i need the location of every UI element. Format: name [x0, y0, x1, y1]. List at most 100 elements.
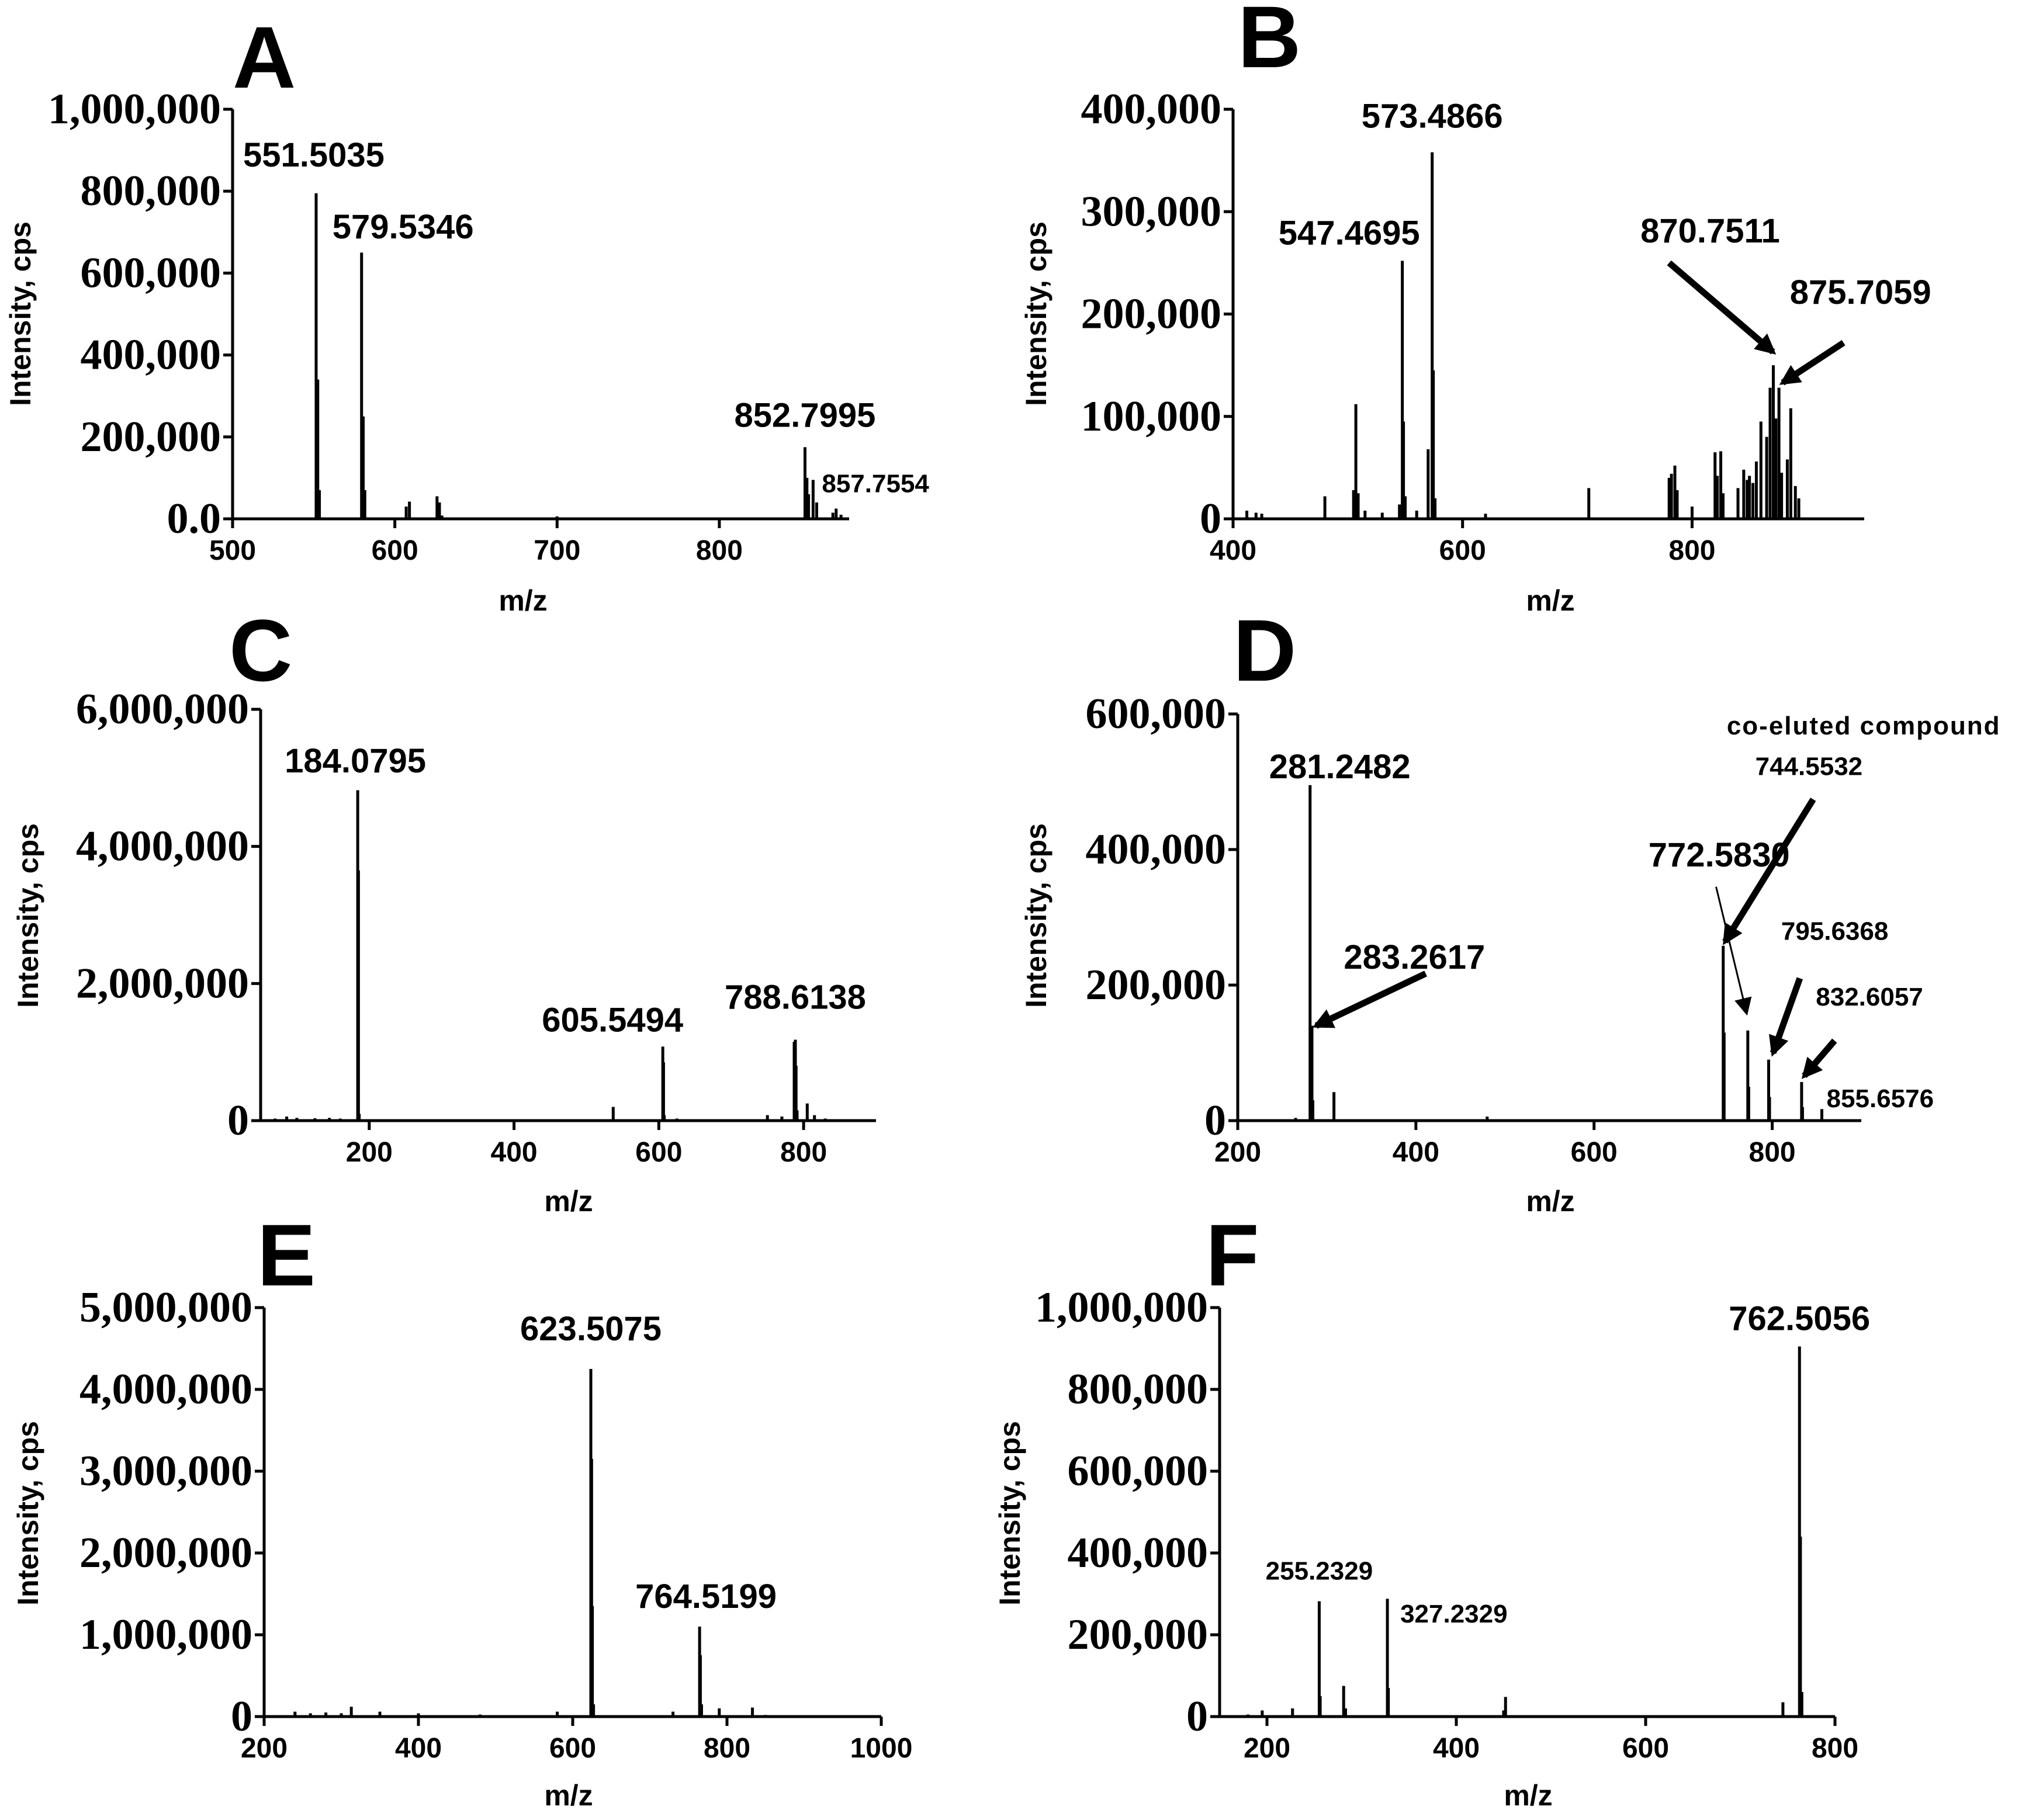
- y-tick-label: 200,000: [1086, 961, 1227, 1009]
- peak-label: 857.7554: [822, 469, 929, 498]
- panel-letter: A: [233, 8, 296, 106]
- x-axis-title: m/z: [1504, 1779, 1552, 1812]
- x-axis-title: m/z: [544, 1185, 593, 1218]
- peak-label: 788.6138: [725, 979, 866, 1017]
- panel-letter: D: [1233, 601, 1296, 699]
- y-tick-label: 0: [1204, 1097, 1226, 1145]
- peak-label: 579.5346: [333, 208, 474, 246]
- peak-label: 255.2329: [1266, 1557, 1373, 1586]
- y-tick-label: 600,000: [1068, 1447, 1209, 1495]
- y-axis-title: Intensity, cps: [12, 1421, 44, 1606]
- y-tick-label: 0: [231, 1693, 252, 1741]
- x-tick-label: 600: [1622, 1733, 1669, 1764]
- peak-label: 744.5532: [1756, 752, 1863, 781]
- peak-label: 764.5199: [635, 1578, 777, 1616]
- peak-label: 184.0795: [285, 742, 426, 780]
- y-axis-title: Intensity, cps: [4, 221, 37, 406]
- y-tick-label: 6,000,000: [76, 685, 249, 733]
- annotation-arrow-thin: [1715, 886, 1752, 1016]
- peak-label: 855.6576: [1827, 1084, 1934, 1113]
- x-tick-label: 800: [704, 1733, 750, 1764]
- peak-label: 762.5056: [1729, 1300, 1870, 1338]
- peak-label: 870.7511: [1640, 212, 1780, 250]
- coeluted-note: co-eluted compound: [1727, 712, 2001, 740]
- x-tick-label: 1000: [850, 1733, 913, 1764]
- x-tick-label: 600: [372, 535, 418, 566]
- peak-label: 795.6368: [1781, 917, 1889, 945]
- x-tick-label: 800: [696, 535, 743, 566]
- peak-label: 281.2482: [1269, 748, 1411, 786]
- x-tick-label: 400: [1393, 1137, 1439, 1168]
- y-tick-label: 600,000: [81, 249, 221, 297]
- x-axis-title: m/z: [544, 1779, 593, 1812]
- peak-label: 573.4866: [1362, 98, 1503, 136]
- peak-label: 605.5494: [542, 1001, 683, 1039]
- x-axis-title: m/z: [498, 584, 547, 617]
- x-tick-label: 800: [1812, 1733, 1858, 1764]
- y-tick-label: 1,000,000: [48, 85, 221, 133]
- annotation-arrow: [1779, 339, 1846, 386]
- y-axis-title: Intensity, cps: [1020, 221, 1052, 406]
- y-tick-label: 200,000: [81, 413, 221, 461]
- y-tick-label: 100,000: [1081, 393, 1222, 441]
- x-tick-label: 600: [549, 1733, 596, 1764]
- y-tick-label: 5,000,000: [79, 1284, 252, 1332]
- y-tick-label: 0: [1186, 1693, 1208, 1741]
- x-tick-label: 700: [534, 535, 580, 566]
- x-tick-label: 400: [1433, 1733, 1480, 1764]
- y-axis-title: Intensity, cps: [993, 1421, 1026, 1606]
- annotation-arrow: [1801, 1038, 1837, 1079]
- x-tick-label: 600: [1439, 535, 1486, 566]
- y-tick-label: 0: [1200, 495, 1221, 543]
- y-tick-label: 600,000: [1086, 690, 1227, 738]
- x-axis-title: m/z: [1526, 584, 1574, 617]
- peak-label: 547.4695: [1279, 214, 1420, 252]
- y-tick-label: 2,000,000: [79, 1529, 252, 1577]
- x-tick-label: 400: [1210, 535, 1256, 566]
- peak-label: 551.5035: [243, 136, 385, 174]
- y-tick-label: 800,000: [1068, 1365, 1209, 1413]
- y-tick-label: 4,000,000: [76, 823, 249, 871]
- panel-letter: E: [257, 1206, 316, 1304]
- panel-a: A 0.0 200,000 400,000 600,000 800,000 1,000,00…: [4, 8, 929, 617]
- peak-label: 327.2329: [1400, 1600, 1508, 1628]
- y-tick-label: 300,000: [1081, 188, 1222, 235]
- peak-label: 283.2617: [1344, 938, 1485, 976]
- y-tick-label: 4,000,000: [79, 1365, 252, 1413]
- y-tick-label: 2,000,000: [76, 959, 249, 1007]
- peak-label: 852.7995: [735, 396, 876, 434]
- panel-letter: B: [1238, 0, 1301, 86]
- x-tick-label: 600: [635, 1137, 682, 1168]
- y-tick-label: 400,000: [1086, 826, 1227, 873]
- panel-letter: C: [229, 601, 292, 699]
- x-tick-label: 800: [780, 1137, 827, 1168]
- x-axis-title: m/z: [1526, 1185, 1574, 1218]
- x-tick-label: 800: [1668, 535, 1715, 566]
- y-tick-label: 400,000: [81, 331, 221, 379]
- x-tick-label: 600: [1571, 1137, 1618, 1168]
- y-tick-label: 0: [227, 1097, 249, 1145]
- x-tick-label: 400: [491, 1137, 538, 1168]
- x-tick-label: 200: [1244, 1733, 1290, 1764]
- x-tick-label: 400: [395, 1733, 442, 1764]
- y-tick-label: 1,000,000: [1035, 1284, 1208, 1332]
- panel-letter: F: [1206, 1206, 1259, 1304]
- y-tick-label: 400,000: [1081, 85, 1222, 133]
- y-axis-title: Intensity, cps: [12, 823, 44, 1008]
- y-tick-label: 1,000,000: [79, 1611, 252, 1659]
- annotation-arrow: [1667, 260, 1777, 355]
- peak-label: 832.6057: [1816, 983, 1923, 1011]
- panel-f: F 0 200,000 400,000 600,000 800,000 1,000,000 2…: [993, 1206, 1870, 1812]
- x-tick-label: 200: [241, 1733, 288, 1764]
- panel-b: B 0 100,000 200,000 300,000 400,000 400 600 800 I…: [1020, 0, 1931, 617]
- y-tick-label: 400,000: [1068, 1529, 1209, 1577]
- annotation-arrow: [1312, 970, 1427, 1029]
- y-axis-title: Intensity, cps: [1020, 823, 1052, 1008]
- x-tick-label: 500: [209, 535, 256, 566]
- peak-label: 875.7059: [1790, 273, 1931, 311]
- y-tick-label: 200,000: [1081, 290, 1222, 338]
- panel-d: D 0 200,000 400,000 600,000 200 400 600 800 Inten…: [1020, 601, 2001, 1218]
- y-tick-label: 200,000: [1068, 1611, 1209, 1659]
